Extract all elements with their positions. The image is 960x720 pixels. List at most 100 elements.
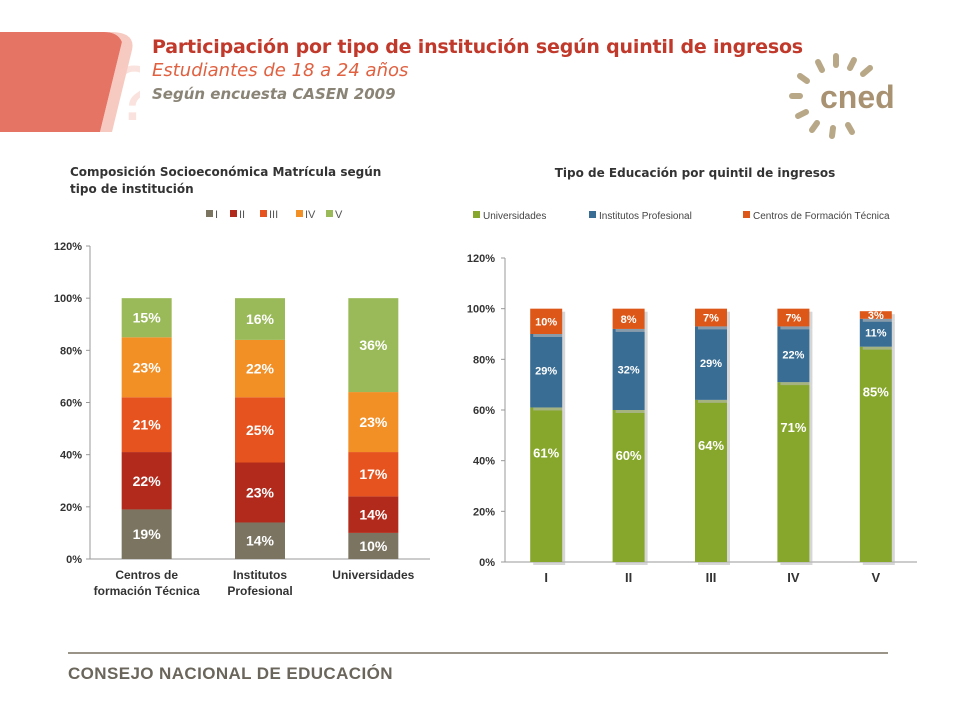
bar-segment-v — [235, 298, 285, 340]
bar-segment-i — [235, 522, 285, 559]
bar-segment-ii — [235, 462, 285, 523]
data-label: 60% — [616, 448, 642, 463]
bar-segment — [695, 399, 727, 562]
chart-canvas: I II III IV V0%20%40%60%80%100%120%19%22%21%… — [54, 209, 430, 598]
y-tick-label: 0% — [479, 557, 495, 569]
footer-divider — [68, 652, 888, 654]
bar-segment — [777, 308, 810, 327]
y-tick-label: 80% — [473, 354, 495, 366]
bar-segment-iv — [348, 392, 399, 453]
bar-segment — [612, 410, 645, 562]
bar-segment — [777, 326, 810, 383]
data-label: 10% — [359, 538, 388, 554]
data-label: 22% — [246, 361, 275, 377]
legend-label-ii: II — [239, 209, 245, 221]
data-label: 23% — [133, 359, 162, 375]
data-label: 85% — [863, 385, 889, 400]
legend-label: Universidades — [483, 211, 546, 222]
data-label: 15% — [133, 310, 162, 326]
logo-text: cned — [820, 79, 895, 115]
bar-segment — [530, 407, 563, 562]
data-label: 16% — [246, 311, 275, 327]
page-title: Participación por tipo de institución se… — [152, 36, 803, 58]
header-decoration: ? — [0, 32, 140, 136]
data-label: 71% — [780, 420, 806, 435]
data-label: 3% — [868, 310, 884, 322]
x-tick-label: Centros de — [115, 568, 178, 582]
bar-segment — [695, 308, 727, 327]
x-tick-label: Institutos — [233, 568, 287, 582]
bar-segment-iii — [121, 397, 172, 453]
footer-org-name: CONSEJO NACIONAL DE EDUCACIÓN — [68, 664, 393, 683]
bar-segment — [530, 334, 563, 408]
data-label: 23% — [359, 414, 388, 430]
bar-segment — [530, 308, 563, 334]
legend-swatch-v — [326, 210, 333, 217]
data-label: 29% — [535, 366, 557, 378]
bar-segment — [859, 318, 892, 347]
legend-swatch-iv — [296, 210, 303, 217]
x-tick-label: II — [625, 570, 632, 585]
data-label: 11% — [865, 328, 887, 340]
x-tick-label: V — [871, 570, 880, 585]
bar-segment — [777, 382, 810, 562]
y-tick-label: 20% — [473, 506, 495, 518]
data-label: 10% — [535, 316, 557, 328]
chart-title: Composición Socioeconómica Matrícula seg… — [70, 165, 382, 196]
y-tick-label: 100% — [54, 293, 82, 305]
y-tick-label: 60% — [473, 405, 495, 417]
legend-swatch-i — [206, 210, 213, 217]
bar-segment-i — [348, 532, 399, 559]
bar-segment-ii — [348, 496, 399, 533]
data-label: 21% — [133, 417, 162, 433]
bar-segment-iv — [121, 337, 172, 398]
x-tick-label: Universidades — [332, 568, 414, 582]
chart-canvas: Universidades Institutos Profesional Centr… — [467, 211, 917, 585]
data-label: 22% — [133, 473, 162, 489]
svg-text:?: ? — [112, 49, 140, 136]
chart-title: Tipo de Educación por quintil de ingreso… — [554, 166, 836, 180]
cned-logo: cned — [789, 53, 895, 139]
legend-label: Centros de Formación Técnica — [753, 211, 890, 222]
y-tick-label: 120% — [54, 241, 82, 253]
x-tick-label: Profesional — [227, 584, 292, 598]
legend-swatch-ii — [230, 210, 237, 217]
socioeconomic-composition-chart: Composición Socioeconómica Matrícula seg… — [30, 158, 440, 618]
y-tick-label: 60% — [60, 398, 82, 410]
bar-segment-iii — [348, 452, 399, 497]
data-label: 36% — [359, 337, 388, 353]
data-source: Según encuesta CASEN 2009 — [152, 85, 396, 103]
bar-segment — [859, 311, 892, 319]
bar-segment — [859, 346, 892, 562]
legend-label-iii: III — [269, 209, 278, 221]
data-label: 14% — [246, 533, 275, 549]
legend-swatch — [589, 211, 596, 218]
bar-segment — [695, 326, 727, 400]
x-tick-label: III — [706, 570, 717, 585]
bar-segment-ii — [121, 452, 172, 510]
y-tick-label: 20% — [60, 502, 82, 514]
data-label: 64% — [698, 438, 724, 453]
legend-label-iv: IV — [305, 209, 316, 221]
education-type-chart: Tipo de Educación por quintil de ingreso… — [455, 158, 935, 598]
x-tick-label: I — [544, 570, 548, 585]
page-subtitle: Estudiantes de 18 a 24 años — [152, 60, 409, 81]
legend-label-v: V — [335, 209, 343, 221]
data-label: 23% — [246, 484, 275, 500]
data-label: 22% — [782, 349, 804, 361]
legend-swatch — [743, 211, 750, 218]
bar-segment-i — [121, 509, 172, 559]
sunburst-icon — [789, 53, 873, 139]
data-label: 7% — [785, 313, 801, 325]
bar-segment-iv — [235, 339, 285, 398]
legend-swatch-iii — [260, 210, 267, 217]
y-tick-label: 120% — [467, 253, 495, 265]
bar-segment-v — [348, 298, 399, 393]
data-label: 14% — [359, 507, 388, 523]
legend-swatch — [473, 211, 480, 218]
bar-segment-v — [121, 298, 172, 338]
data-label: 61% — [533, 445, 559, 460]
y-tick-label: 40% — [60, 450, 82, 462]
y-tick-label: 0% — [66, 554, 82, 566]
x-tick-label: formación Técnica — [94, 584, 200, 598]
